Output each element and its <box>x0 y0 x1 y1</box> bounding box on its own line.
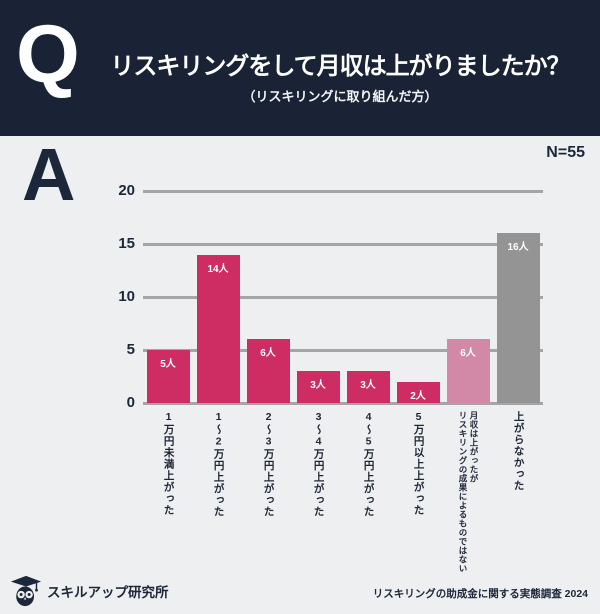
gridline-0 <box>143 401 543 405</box>
question-subtitle: （リスキリングに取り組んだ方） <box>242 89 438 104</box>
bar-7: 16人 <box>496 233 540 403</box>
brand-name: スキルアップ研究所 <box>47 585 169 600</box>
bar-value-label-7: 16人 <box>507 242 529 254</box>
question-title: リスキリングをして月収は上がりましたか？ <box>110 53 570 80</box>
y-tick-label-15: 15 <box>118 235 135 252</box>
brand-lockup: スキルアップ研究所 <box>10 574 169 608</box>
x-tick-label-3: 3～4万円上がった <box>312 411 325 518</box>
bar-3: 3人 <box>296 371 340 403</box>
x-tick-label-7: 上がらなかった <box>512 411 525 492</box>
y-tick-label-5: 5 <box>126 341 135 358</box>
x-tick-label-0: 1万円未満上がった <box>162 411 175 516</box>
bar-1: 14人 <box>196 254 240 403</box>
x-tick-label-2: 2～3万円上がった <box>262 411 275 518</box>
q-mark-letter: Q <box>16 9 80 100</box>
bar-6: 6人 <box>446 339 490 403</box>
bar-5: 2人 <box>396 381 440 403</box>
bar-value-label-1: 14人 <box>207 263 229 275</box>
survey-source: リスキリングの助成金に関する実態調査 2024 <box>372 588 588 600</box>
bar-value-label-5: 2人 <box>410 390 426 402</box>
owl-graduation-logo-icon <box>10 575 42 607</box>
bar-value-label-0: 5人 <box>160 359 176 370</box>
bar-value-label-4: 3人 <box>360 380 376 392</box>
bar-0: 5人 <box>146 350 190 403</box>
sample-size-label: N=55 <box>546 144 585 161</box>
gridline-5 <box>143 348 543 352</box>
bar-value-label-3: 3人 <box>310 380 326 392</box>
y-tick-label-20: 20 <box>118 182 135 199</box>
bar-value-label-6: 6人 <box>460 348 476 360</box>
bar-4: 3人 <box>346 371 390 403</box>
gridline-10 <box>143 295 543 299</box>
bar-2: 6人 <box>246 339 290 403</box>
x-tick-label-1: 1～2万円上がった <box>212 411 225 518</box>
gridline-15 <box>143 242 543 246</box>
y-tick-label-10: 10 <box>118 288 135 305</box>
x-tick-label-5: 5万円以上上がった <box>412 411 425 516</box>
x-tick-label-6: 月収は上がったが リスキリングの成果によるものではない <box>458 411 480 573</box>
question-header: Q リスキリングをして月収は上がりましたか？ （リスキリングに取り組んだ方） <box>0 0 600 136</box>
answer-letter: A <box>22 133 76 216</box>
y-tick-label-0: 0 <box>126 394 135 411</box>
gridline-20 <box>143 189 543 193</box>
x-tick-label-4: 4～5万円上がった <box>362 411 375 518</box>
bar-value-label-2: 6人 <box>260 348 276 360</box>
